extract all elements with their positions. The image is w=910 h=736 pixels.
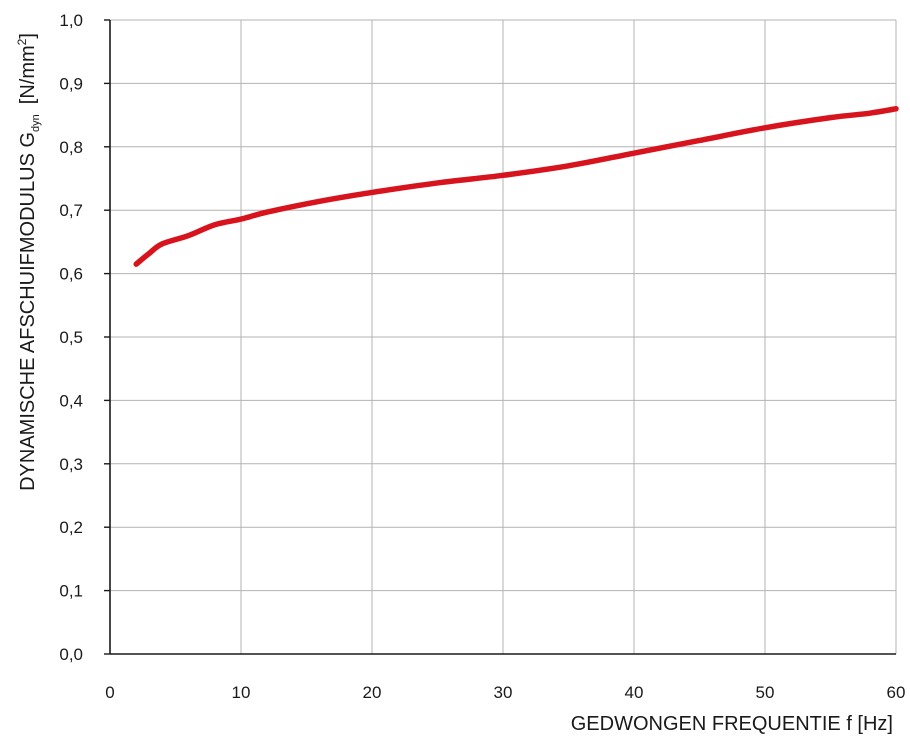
y-axis-title: DYNAMISCHE AFSCHUIFMODULUS Gdyn [N/mm2]	[15, 33, 42, 491]
y-tick-label: 0,9	[59, 74, 83, 93]
y-tick-label: 0,8	[59, 138, 83, 157]
y-tick-label: 1,0	[59, 11, 83, 30]
y-axis-title-main: DYNAMISCHE AFSCHUIFMODULUS G	[17, 132, 39, 491]
y-tick-labels: 0,0 0,1 0,2 0,3 0,4 0,5 0,6 0,7 0,8 0,9 1,0	[59, 11, 83, 664]
y-axis-title-unit-exponent: 2	[15, 38, 29, 45]
y-tick-label: 0,1	[59, 582, 83, 601]
x-axis-title: GEDWONGEN FREQUENTIE f [Hz]	[571, 713, 893, 735]
x-tick-label: 30	[494, 683, 513, 702]
y-tick-label: 0,3	[59, 455, 83, 474]
grid	[109, 19, 897, 655]
y-tick-label: 0,7	[59, 201, 83, 220]
y-tick-label: 0,4	[59, 391, 83, 410]
axes	[104, 19, 896, 655]
x-tick-labels: 0 10 20 30 40 50 60	[105, 683, 905, 702]
series-layer	[133, 106, 899, 267]
y-axis-title-unit-close: ]	[17, 33, 39, 39]
x-tick-label: 60	[887, 683, 906, 702]
y-tick-label: 0,0	[59, 645, 83, 664]
y-tick-label: 0,6	[59, 265, 83, 284]
x-tick-label: 20	[363, 683, 382, 702]
series-line	[133, 106, 899, 267]
x-tick-label: 50	[756, 683, 775, 702]
x-tick-label: 0	[105, 683, 114, 702]
y-tick-label: 0,2	[59, 518, 83, 537]
x-tick-label: 10	[232, 683, 251, 702]
y-axis-title-unit: [N/mm	[17, 45, 39, 104]
y-tick-label: 0,5	[59, 328, 83, 347]
y-axis-title-subscript: dyn	[30, 114, 42, 132]
x-tick-label: 40	[625, 683, 644, 702]
